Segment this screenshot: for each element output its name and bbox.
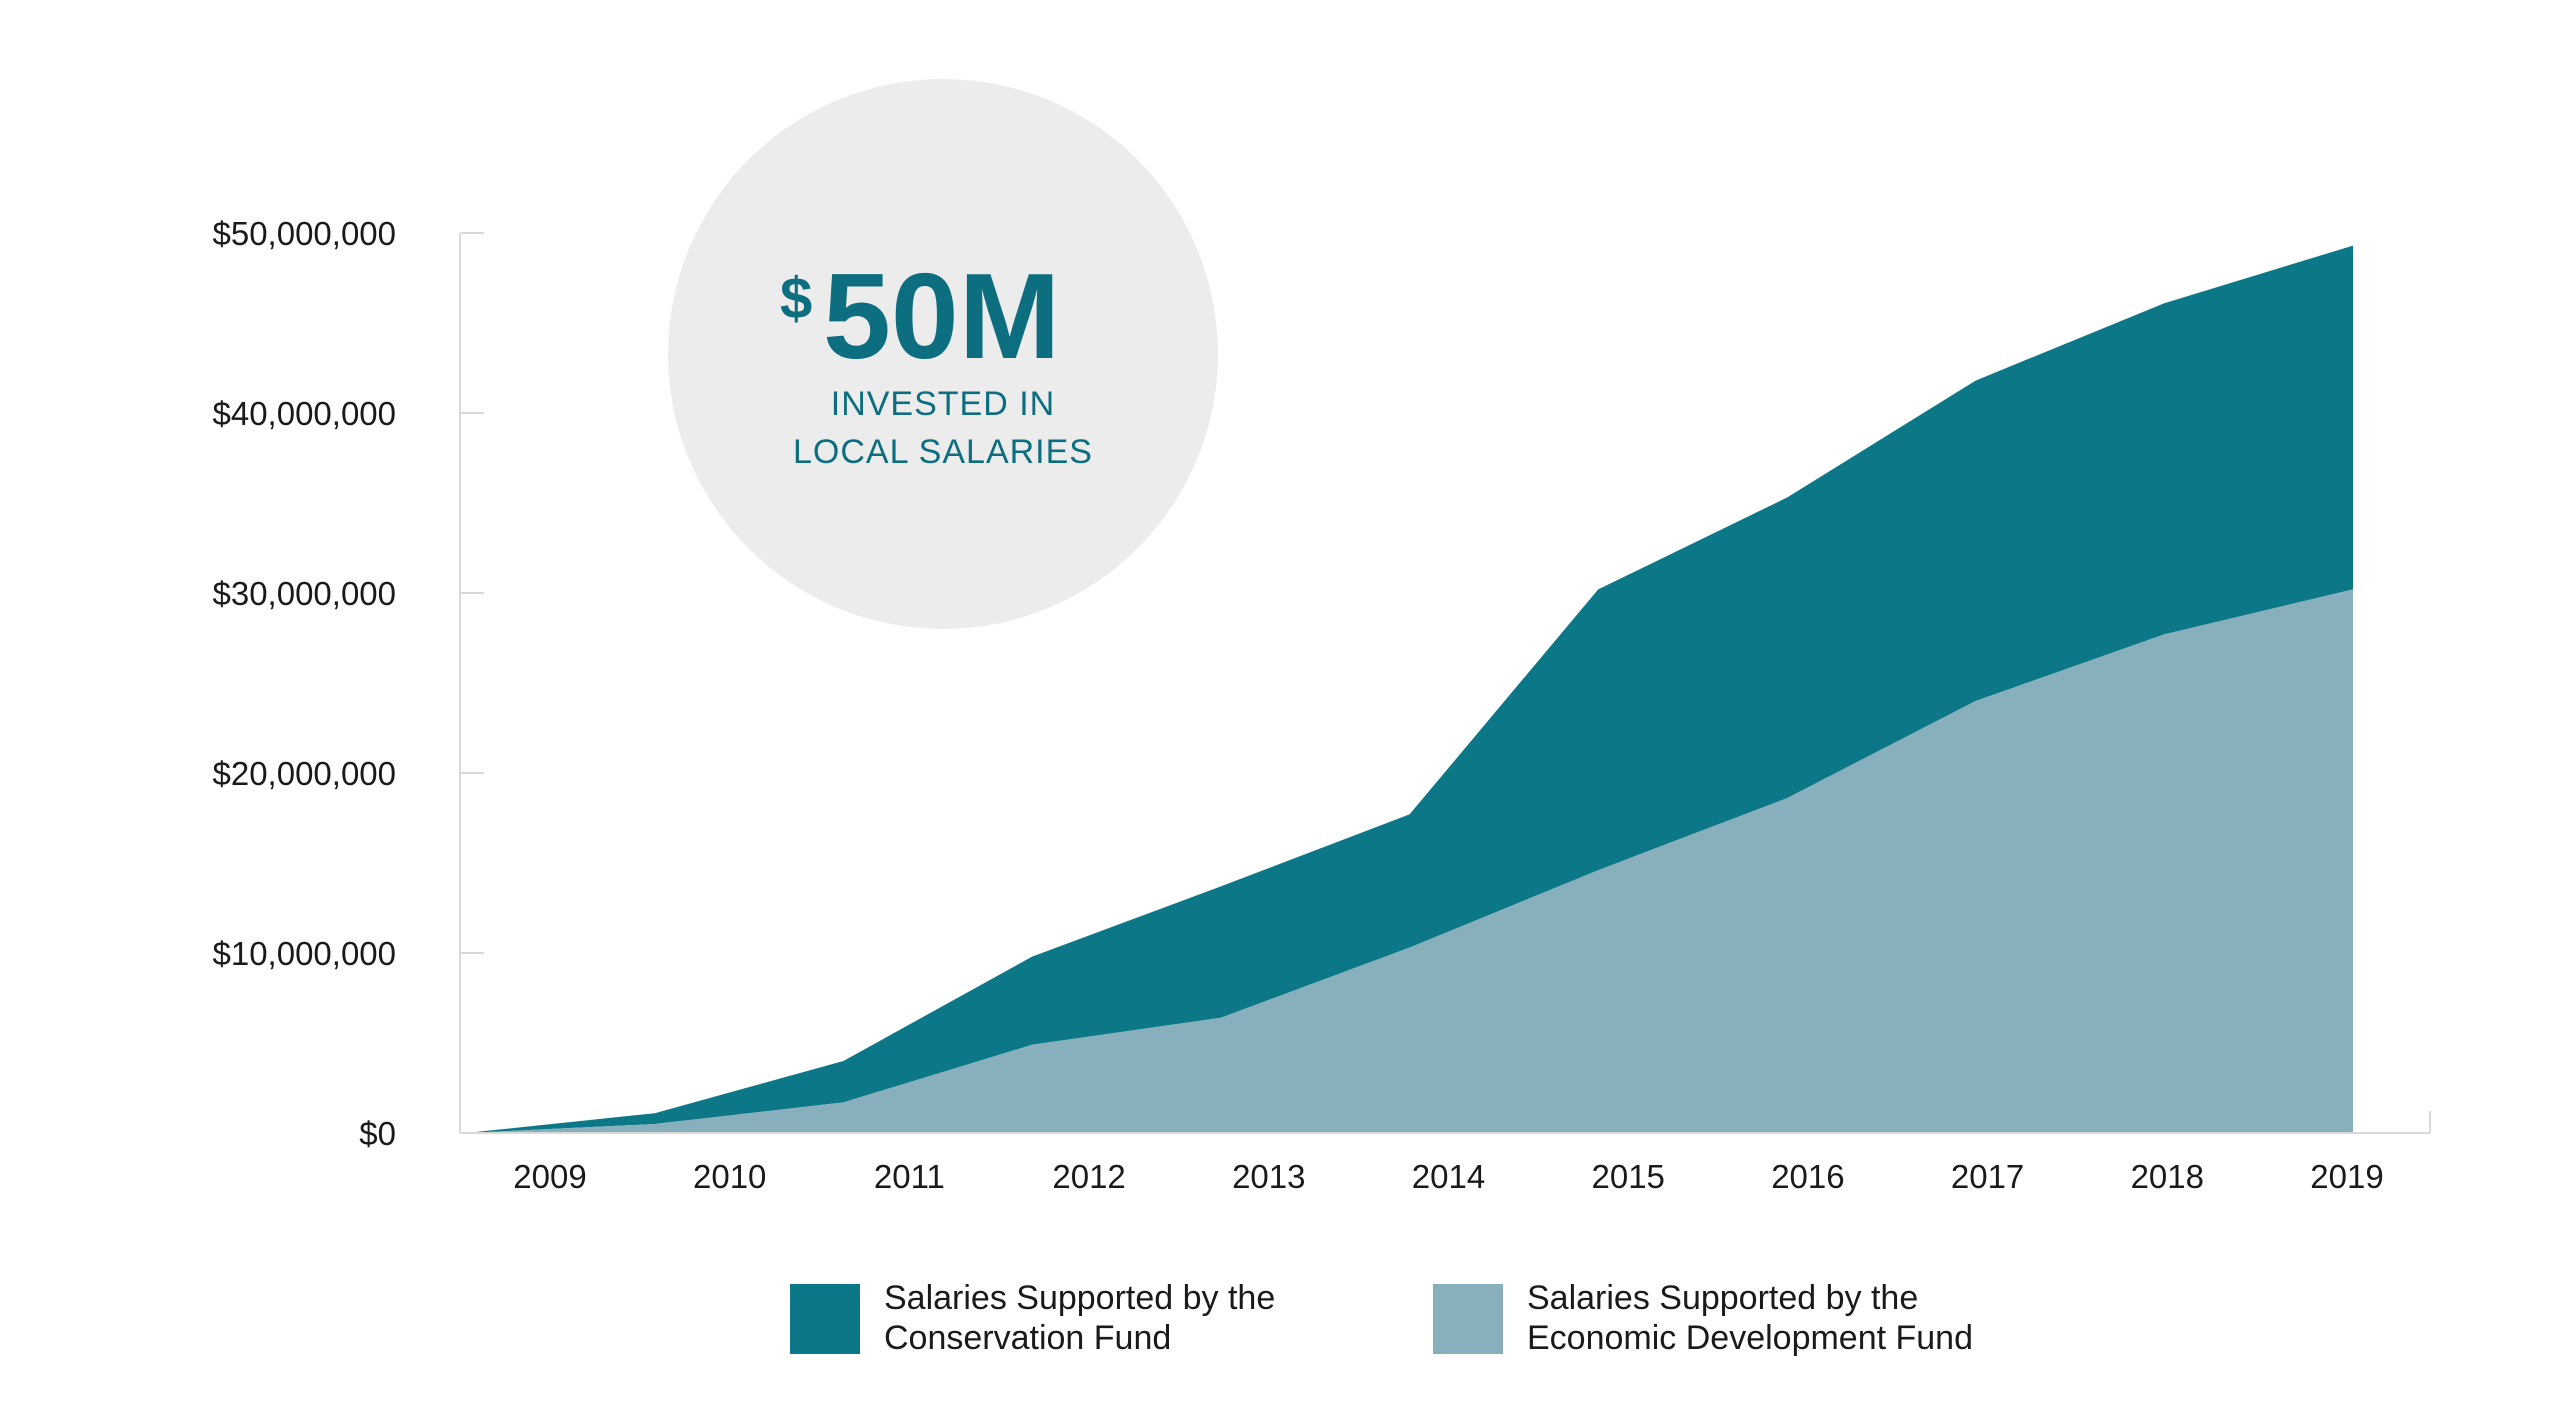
x-tick-label: 2013 <box>1232 1158 1305 1195</box>
legend-item-conservation: Salaries Supported by the Conservation F… <box>790 1278 1275 1358</box>
legend-item-economic: Salaries Supported by the Economic Devel… <box>1433 1278 1973 1358</box>
legend-swatch-conservation <box>790 1284 860 1354</box>
x-tick-label: 2016 <box>1771 1158 1844 1195</box>
legend-label-line-1: Salaries Supported by the <box>884 1279 1276 1317</box>
chart-tick-labels: $0 $10,000,000 $20,000,000 $30,000,000 $40,0… <box>212 215 2383 1195</box>
y-tick-label: $0 <box>359 1115 396 1152</box>
y-tick-label: $40,000,000 <box>212 395 396 432</box>
x-tick-label: 2011 <box>874 1158 945 1195</box>
x-tick-label: 2019 <box>2310 1158 2383 1195</box>
chart-axes <box>459 232 2431 1134</box>
x-tick-label: 2018 <box>2131 1158 2204 1195</box>
callout-line-1: INVESTED IN <box>831 385 1055 423</box>
legend-swatch-economic <box>1433 1284 1503 1354</box>
x-tick-label: 2014 <box>1412 1158 1485 1195</box>
legend-label-line-2: Economic Development Fund <box>1527 1319 1974 1357</box>
x-tick-label: 2009 <box>513 1158 586 1195</box>
area-conservation-fund <box>466 245 2353 1134</box>
chart-legend: Salaries Supported by the Conservation F… <box>0 1278 2560 1358</box>
callout-currency: $ <box>780 266 812 331</box>
x-tick-label: 2012 <box>1052 1158 1125 1195</box>
chart-areas <box>466 245 2353 1134</box>
callout-amount: 50M <box>823 248 1060 384</box>
legend-label-conservation: Salaries Supported by the Conservation F… <box>884 1278 1275 1358</box>
legend-label-economic: Salaries Supported by the Economic Devel… <box>1527 1278 1973 1358</box>
y-tick-label: $20,000,000 <box>212 755 396 792</box>
x-tick-label: 2010 <box>693 1158 766 1195</box>
legend-label-line-1: Salaries Supported by the <box>1527 1279 1919 1317</box>
area-economic-development-fund <box>466 589 2353 1133</box>
x-tick-label: 2017 <box>1951 1158 2024 1195</box>
legend-label-line-2: Conservation Fund <box>884 1319 1172 1357</box>
x-tick-label: 2015 <box>1591 1158 1664 1195</box>
callout-badge: $ 50M INVESTED IN LOCAL SALARIES <box>668 79 1218 629</box>
callout-line-2: LOCAL SALARIES <box>793 433 1093 471</box>
y-tick-label: $50,000,000 <box>212 215 396 252</box>
callout-circle <box>668 79 1218 629</box>
y-tick-label: $30,000,000 <box>212 575 396 612</box>
y-tick-label: $10,000,000 <box>212 935 396 972</box>
